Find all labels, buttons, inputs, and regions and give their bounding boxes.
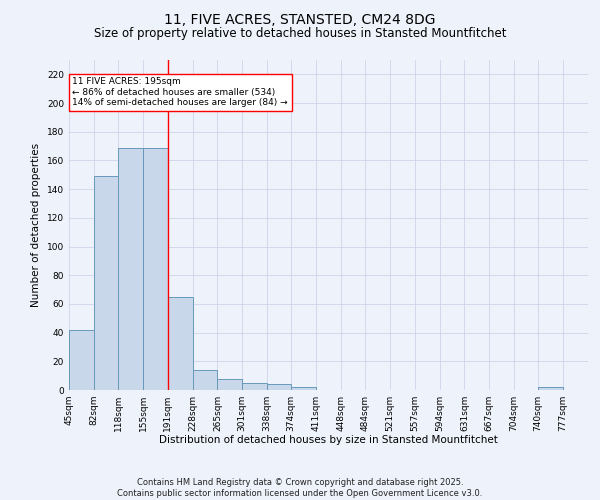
Bar — [242, 383, 267, 390]
Bar — [143, 148, 167, 390]
Bar — [217, 378, 242, 390]
Y-axis label: Number of detached properties: Number of detached properties — [31, 143, 41, 307]
Bar — [118, 148, 143, 390]
Bar — [267, 384, 291, 390]
Bar — [167, 296, 193, 390]
Bar — [94, 176, 118, 390]
Text: 11, FIVE ACRES, STANSTED, CM24 8DG: 11, FIVE ACRES, STANSTED, CM24 8DG — [164, 12, 436, 26]
Text: Size of property relative to detached houses in Stansted Mountfitchet: Size of property relative to detached ho… — [94, 28, 506, 40]
Bar — [538, 387, 563, 390]
Text: Contains HM Land Registry data © Crown copyright and database right 2025.
Contai: Contains HM Land Registry data © Crown c… — [118, 478, 482, 498]
Bar — [291, 387, 316, 390]
X-axis label: Distribution of detached houses by size in Stansted Mountfitchet: Distribution of detached houses by size … — [159, 436, 498, 446]
Bar — [69, 330, 94, 390]
Text: 11 FIVE ACRES: 195sqm
← 86% of detached houses are smaller (534)
14% of semi-det: 11 FIVE ACRES: 195sqm ← 86% of detached … — [73, 77, 288, 107]
Bar — [193, 370, 217, 390]
